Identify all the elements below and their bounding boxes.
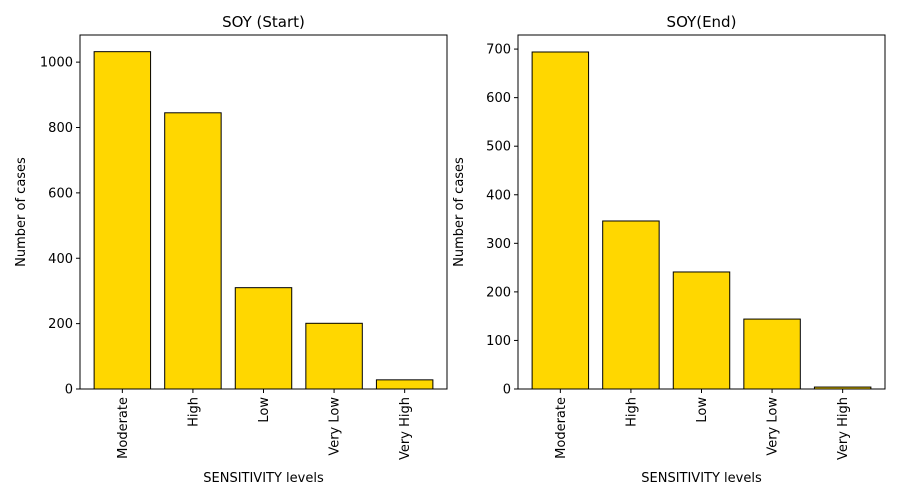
y-tick-label: 0: [503, 383, 511, 398]
bar-very-low: [305, 322, 363, 390]
y-tick-label: 200: [48, 317, 73, 332]
y-tick-label: 400: [48, 252, 73, 267]
bar-very-high: [375, 379, 434, 390]
y-axis-label: Number of cases: [14, 157, 29, 267]
x-tick-label: High: [186, 397, 201, 427]
bar-very-low: [743, 318, 801, 390]
chart-title: SOY(End): [667, 13, 737, 31]
y-tick-label: 600: [486, 91, 511, 106]
chart-panel-2: 0 100 200 300 400 500 600 700 Moderate High Low Ver…: [452, 13, 886, 486]
x-tick-label: Low: [695, 397, 710, 423]
x-tick-label: Moderate: [554, 397, 569, 459]
y-tick-label: 700: [486, 43, 511, 58]
y-axis-label: Number of cases: [452, 157, 467, 267]
bar-moderate: [531, 51, 590, 390]
x-tick-label: Very Low: [328, 397, 343, 456]
y-tick-label: 800: [48, 121, 73, 136]
bar-high: [602, 220, 660, 390]
chart-panel-1: 0 200 400 600 800 1000 Moderate High Low Very Low…: [14, 13, 448, 486]
x-axis-label: SENSITIVITY levels: [641, 471, 762, 486]
y-tick-label: 500: [486, 140, 511, 155]
x-tick-label: Very Low: [766, 397, 781, 456]
y-tick-label: 300: [486, 237, 511, 252]
y-tick-label: 600: [48, 186, 73, 201]
bar-high: [164, 112, 222, 390]
x-tick-label: High: [624, 397, 639, 427]
bar-low: [672, 271, 731, 390]
y-tick-label: 200: [486, 285, 511, 300]
y-tick-label: 1000: [40, 56, 73, 71]
bar-low: [234, 287, 293, 390]
y-tick-label: 100: [486, 334, 511, 349]
x-tick-label: Moderate: [116, 397, 131, 459]
x-axis-label: SENSITIVITY levels: [203, 471, 324, 486]
y-tick-label: 0: [65, 383, 73, 398]
chart-title: SOY (Start): [222, 13, 305, 31]
x-tick-label: Very High: [836, 397, 851, 460]
x-tick-label: Low: [257, 397, 272, 423]
x-tick-label: Very High: [398, 397, 413, 460]
y-tick-label: 400: [486, 188, 511, 203]
bar-moderate: [93, 51, 152, 390]
